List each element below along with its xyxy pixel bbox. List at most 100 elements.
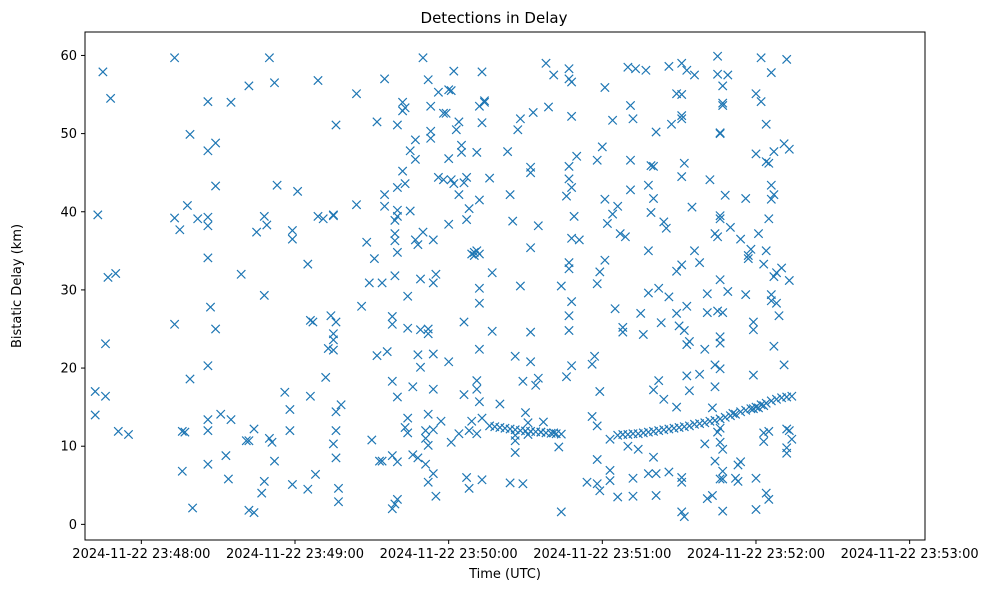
data-point: [454, 117, 464, 127]
data-point: [269, 456, 280, 466]
x-axis: 2024-11-22 23:48:00 2024-11-22 23:49:00 20…: [72, 540, 979, 562]
chart-title: Detections in Delay: [421, 9, 568, 27]
data-point: [715, 364, 725, 374]
data-point: [203, 146, 213, 156]
data-point: [472, 384, 482, 394]
x-tick-label: 2024-11-22 23:52:00: [687, 547, 825, 562]
data-point: [595, 267, 605, 277]
data-point: [387, 504, 397, 514]
data-point: [203, 459, 213, 469]
track-point: [710, 415, 720, 426]
data-point: [756, 53, 766, 63]
data-point: [679, 511, 689, 522]
data-point: [718, 307, 728, 318]
data-point: [426, 101, 436, 111]
data-point: [292, 186, 303, 197]
data-point: [408, 382, 418, 392]
data-point: [735, 457, 746, 467]
data-point: [287, 234, 298, 244]
data-point: [444, 153, 454, 164]
data-point: [677, 477, 687, 487]
data-point: [379, 201, 390, 211]
data-point: [648, 385, 659, 395]
data-point: [712, 69, 723, 79]
track-point: [771, 394, 782, 404]
data-point: [169, 53, 180, 63]
data-point: [177, 466, 187, 476]
data-point: [718, 474, 728, 484]
data-point: [671, 402, 682, 412]
data-point: [390, 215, 400, 226]
data-point: [423, 440, 433, 451]
data-point: [748, 325, 759, 335]
data-point: [328, 211, 339, 221]
data-point: [766, 180, 776, 190]
data-point: [769, 146, 779, 157]
data-point: [510, 351, 520, 361]
track-point: [725, 411, 736, 421]
data-point: [659, 217, 669, 227]
y-axis: 0 10 20 30 40 50 60: [60, 49, 85, 533]
data-point: [387, 376, 397, 386]
data-point: [244, 81, 254, 91]
data-point: [764, 158, 774, 168]
data-point: [467, 416, 477, 426]
data-point: [766, 296, 776, 306]
data-point: [771, 298, 782, 308]
data-point: [592, 479, 602, 489]
data-point: [715, 214, 725, 224]
data-point: [718, 100, 728, 111]
track-point: [556, 429, 566, 439]
data-point: [618, 327, 628, 337]
data-point: [438, 175, 449, 185]
data-point: [210, 324, 221, 334]
data-point: [474, 344, 485, 354]
data-point: [397, 97, 408, 107]
data-point: [677, 507, 687, 517]
data-point: [677, 260, 687, 270]
data-point: [459, 389, 469, 400]
data-point: [602, 218, 613, 229]
data-point: [628, 473, 638, 483]
data-point: [628, 491, 638, 501]
data-point: [403, 413, 413, 423]
data-point: [689, 70, 700, 80]
data-point: [313, 211, 323, 222]
track-point: [756, 400, 766, 410]
data-point: [472, 429, 482, 439]
data-point: [423, 324, 433, 334]
data-point: [428, 384, 438, 394]
data-point: [267, 437, 277, 447]
data-point: [566, 111, 577, 122]
data-point: [472, 147, 482, 158]
data-point: [707, 490, 718, 501]
data-point: [182, 200, 193, 211]
data-point: [303, 484, 313, 494]
data-point: [597, 142, 607, 152]
data-point: [390, 271, 400, 281]
data-point: [694, 369, 705, 379]
data-point: [523, 418, 533, 428]
data-point: [321, 372, 331, 383]
data-point: [592, 279, 602, 289]
data-point: [474, 249, 485, 259]
data-point: [679, 325, 689, 336]
data-point: [236, 269, 246, 279]
data-point: [461, 172, 472, 183]
data-point: [569, 211, 579, 222]
data-point: [474, 397, 485, 407]
data-point: [487, 326, 497, 336]
data-point: [566, 182, 577, 193]
data-point: [93, 210, 103, 220]
data-point: [623, 62, 633, 72]
data-point: [203, 425, 213, 436]
data-point: [428, 468, 438, 479]
data-point: [444, 85, 454, 95]
data-point: [423, 75, 433, 85]
data-point: [326, 311, 336, 321]
data-point: [656, 318, 666, 328]
data-point: [379, 189, 390, 200]
data-point: [741, 193, 751, 204]
data-point: [264, 433, 275, 444]
data-point: [735, 234, 746, 244]
